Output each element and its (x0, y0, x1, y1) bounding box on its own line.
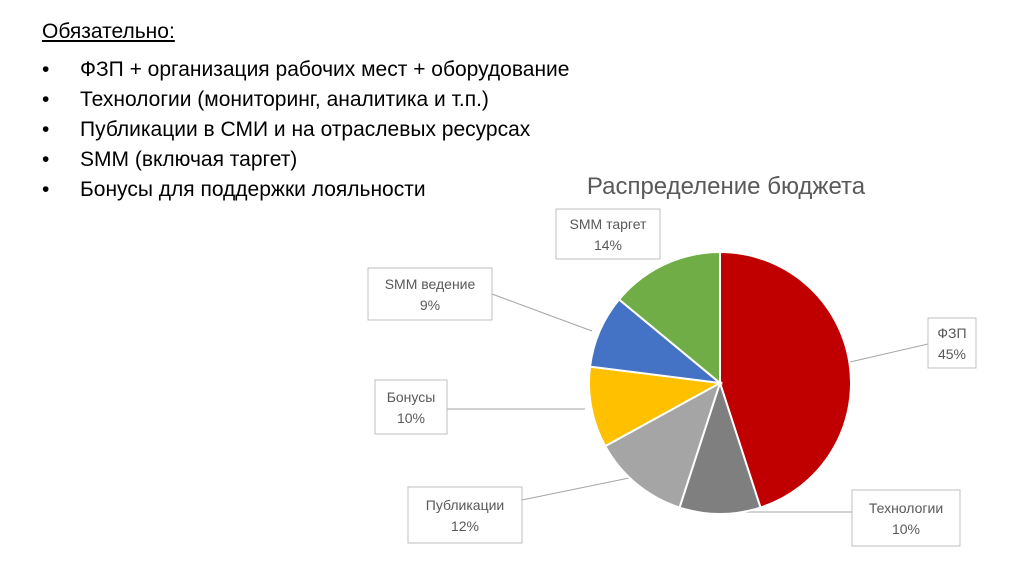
leader-line (849, 343, 929, 363)
bullet-item: • SMM (включая таргет) (42, 145, 569, 175)
slice-percent: 9% (420, 297, 440, 313)
bullet-list: • ФЗП + организация рабочих мест + оборуд… (42, 55, 569, 205)
slice-percent: 14% (594, 237, 622, 253)
leader-line (491, 293, 593, 332)
pie-slice-6 (617, 250, 721, 386)
data-label-box (374, 379, 448, 435)
bullet-dot: • (42, 118, 50, 141)
pie-slice-1 (719, 250, 852, 509)
pie-slice-3 (603, 380, 722, 509)
bullet-text: Публикации в СМИ и на отраслевых ресурса… (80, 118, 531, 141)
chart-title: Распределение бюджета (587, 173, 866, 200)
pie-slice-4 (588, 365, 724, 448)
slice-percent: 10% (397, 410, 425, 426)
slide-heading: Обязательно: (42, 20, 175, 43)
data-label-box (555, 208, 661, 260)
slice-label: SMM ведение (385, 276, 476, 292)
slice-percent: 12% (451, 518, 479, 534)
pie-slice-2 (678, 379, 762, 515)
data-label-box (927, 317, 977, 369)
bullet-dot: • (42, 58, 50, 81)
slice-label: SMM таргет (570, 216, 647, 232)
slice-percent: 10% (892, 521, 920, 537)
bullet-text: Бонусы для поддержки лояльности (80, 178, 426, 201)
bullet-item: • Бонусы для поддержки лояльности (42, 175, 569, 205)
slice-label: Публикации (426, 497, 504, 513)
bullet-item: • Публикации в СМИ и на отраслевых ресурс… (42, 115, 569, 145)
bullet-item: • ФЗП + организация рабочих мест + оборуд… (42, 55, 569, 85)
bullet-text: Технологии (мониторинг, аналитика и т.п.… (80, 88, 489, 111)
leader-line (521, 476, 635, 501)
data-label-box (851, 489, 961, 547)
slice-label: Бонусы (387, 389, 436, 405)
bullet-text: ФЗП + организация рабочих мест + оборудо… (80, 58, 570, 81)
slice-label: Технологии (869, 500, 943, 516)
slice-percent: 45% (938, 346, 966, 362)
bullet-dot: • (42, 88, 50, 111)
slice-label: ФЗП (937, 325, 966, 341)
data-label-box (407, 486, 523, 544)
bullet-dot: • (42, 148, 50, 171)
bullet-item: • Технологии (мониторинг, аналитика и т.п… (42, 85, 569, 115)
bullet-text: SMM (включая таргет) (80, 148, 298, 171)
bullet-dot: • (42, 178, 50, 201)
data-label-box (367, 267, 493, 321)
